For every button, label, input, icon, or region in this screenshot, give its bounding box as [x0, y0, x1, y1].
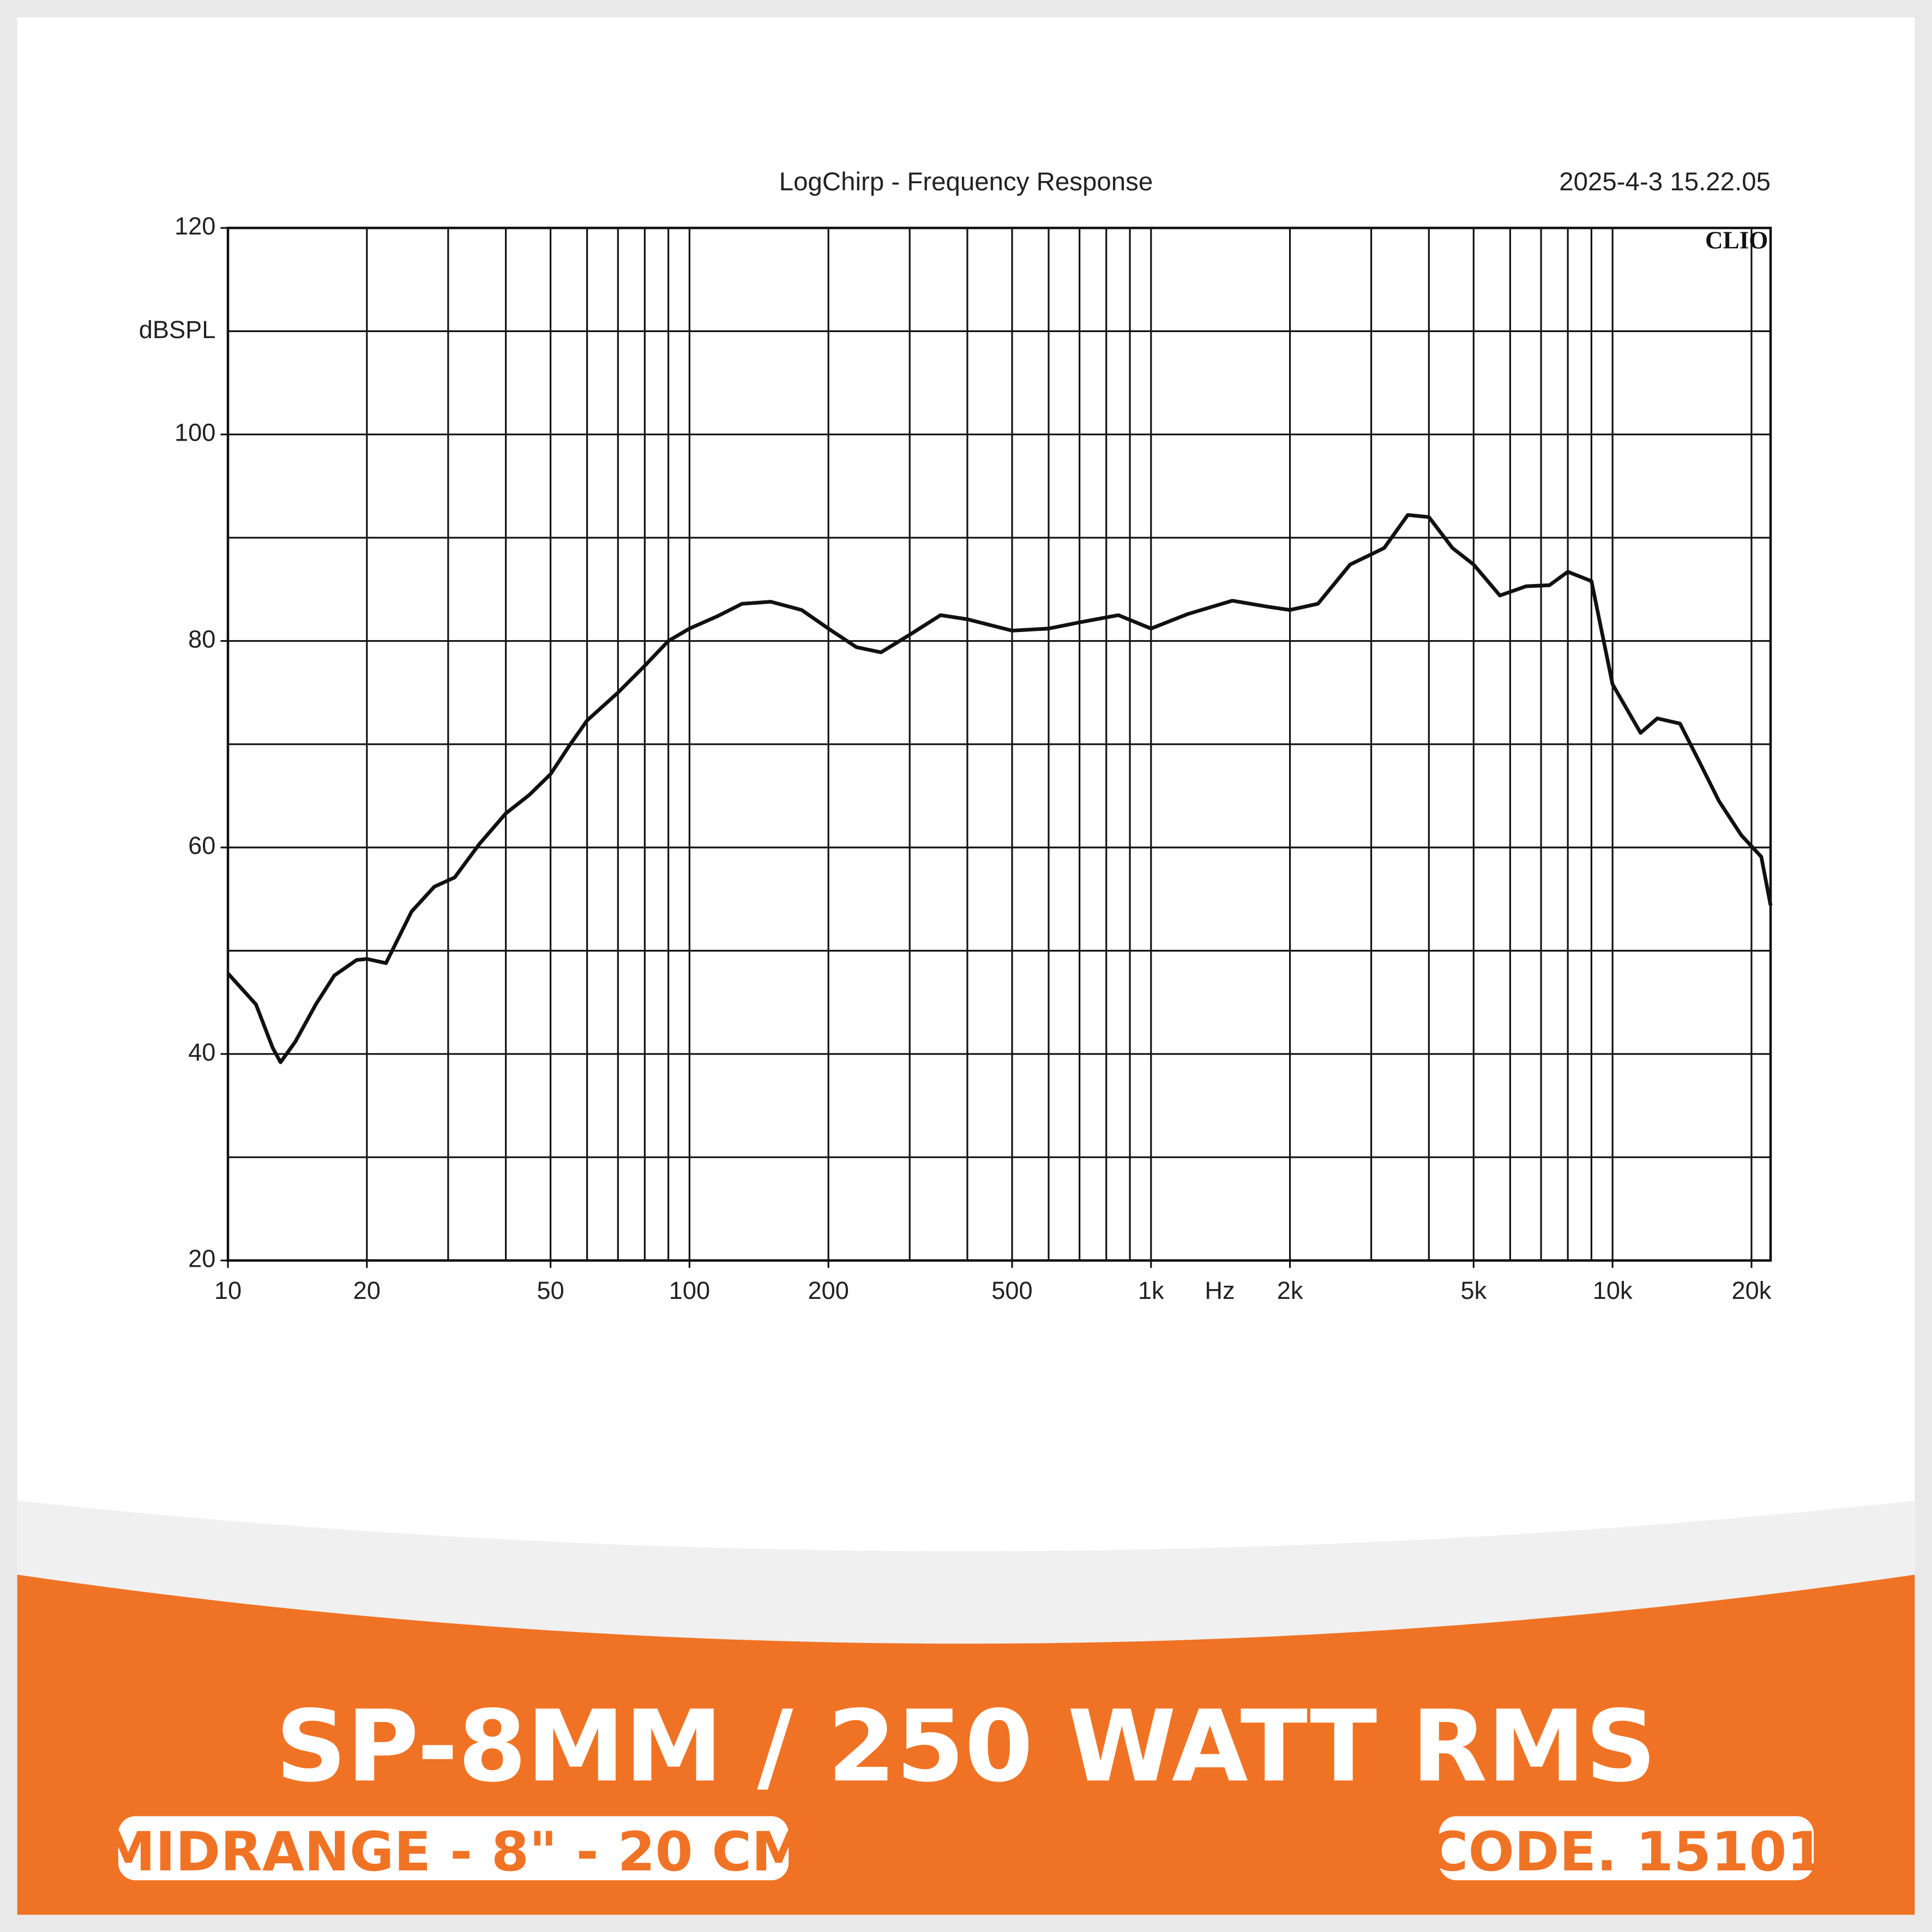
x-tick-label: 50: [537, 1277, 564, 1304]
timestamp: 2025-4-3 15.22.05: [1559, 167, 1771, 196]
x-tick-label: 100: [669, 1277, 710, 1304]
banner-title: SP-8MM / 250 WATT RMS: [275, 1689, 1656, 1804]
y-tick-label: 20: [188, 1244, 215, 1272]
x-tick-label: 500: [991, 1277, 1032, 1304]
subtitle-pill: [118, 1816, 789, 1881]
y-axis-label: dBSPL: [139, 316, 216, 344]
x-tick-label: 200: [808, 1277, 848, 1304]
code-pill: [1439, 1816, 1814, 1881]
x-tick-label: 1k: [1138, 1277, 1164, 1304]
response-curve: [226, 513, 1773, 1064]
x-tick-label: 10: [214, 1277, 242, 1304]
x-axis-label: Hz: [1205, 1277, 1235, 1304]
x-tick-label: 10k: [1593, 1277, 1633, 1304]
banner-code: CODE. 15101: [1429, 1821, 1825, 1883]
chart-title: LogChirp - Frequency Response: [779, 167, 1153, 196]
y-tick-label: 40: [188, 1038, 215, 1066]
brand: CLIO: [1705, 227, 1768, 254]
y-tick-label: 60: [188, 832, 215, 859]
y-tick-label: 80: [188, 625, 215, 653]
y-tick-label: 100: [174, 419, 215, 447]
y-tick-label: 120: [174, 212, 215, 240]
plot: LogChirp - Frequency Response 2025-4-3 1…: [139, 167, 1773, 1304]
x-tick-label: 2k: [1277, 1277, 1303, 1304]
x-tick-label: 20: [353, 1277, 381, 1304]
x-tick-label: 5k: [1461, 1277, 1487, 1304]
banner-subtitle: MIDRANGE - 8" - 20 CM: [101, 1821, 805, 1883]
x-tick-label: 20k: [1732, 1277, 1772, 1304]
